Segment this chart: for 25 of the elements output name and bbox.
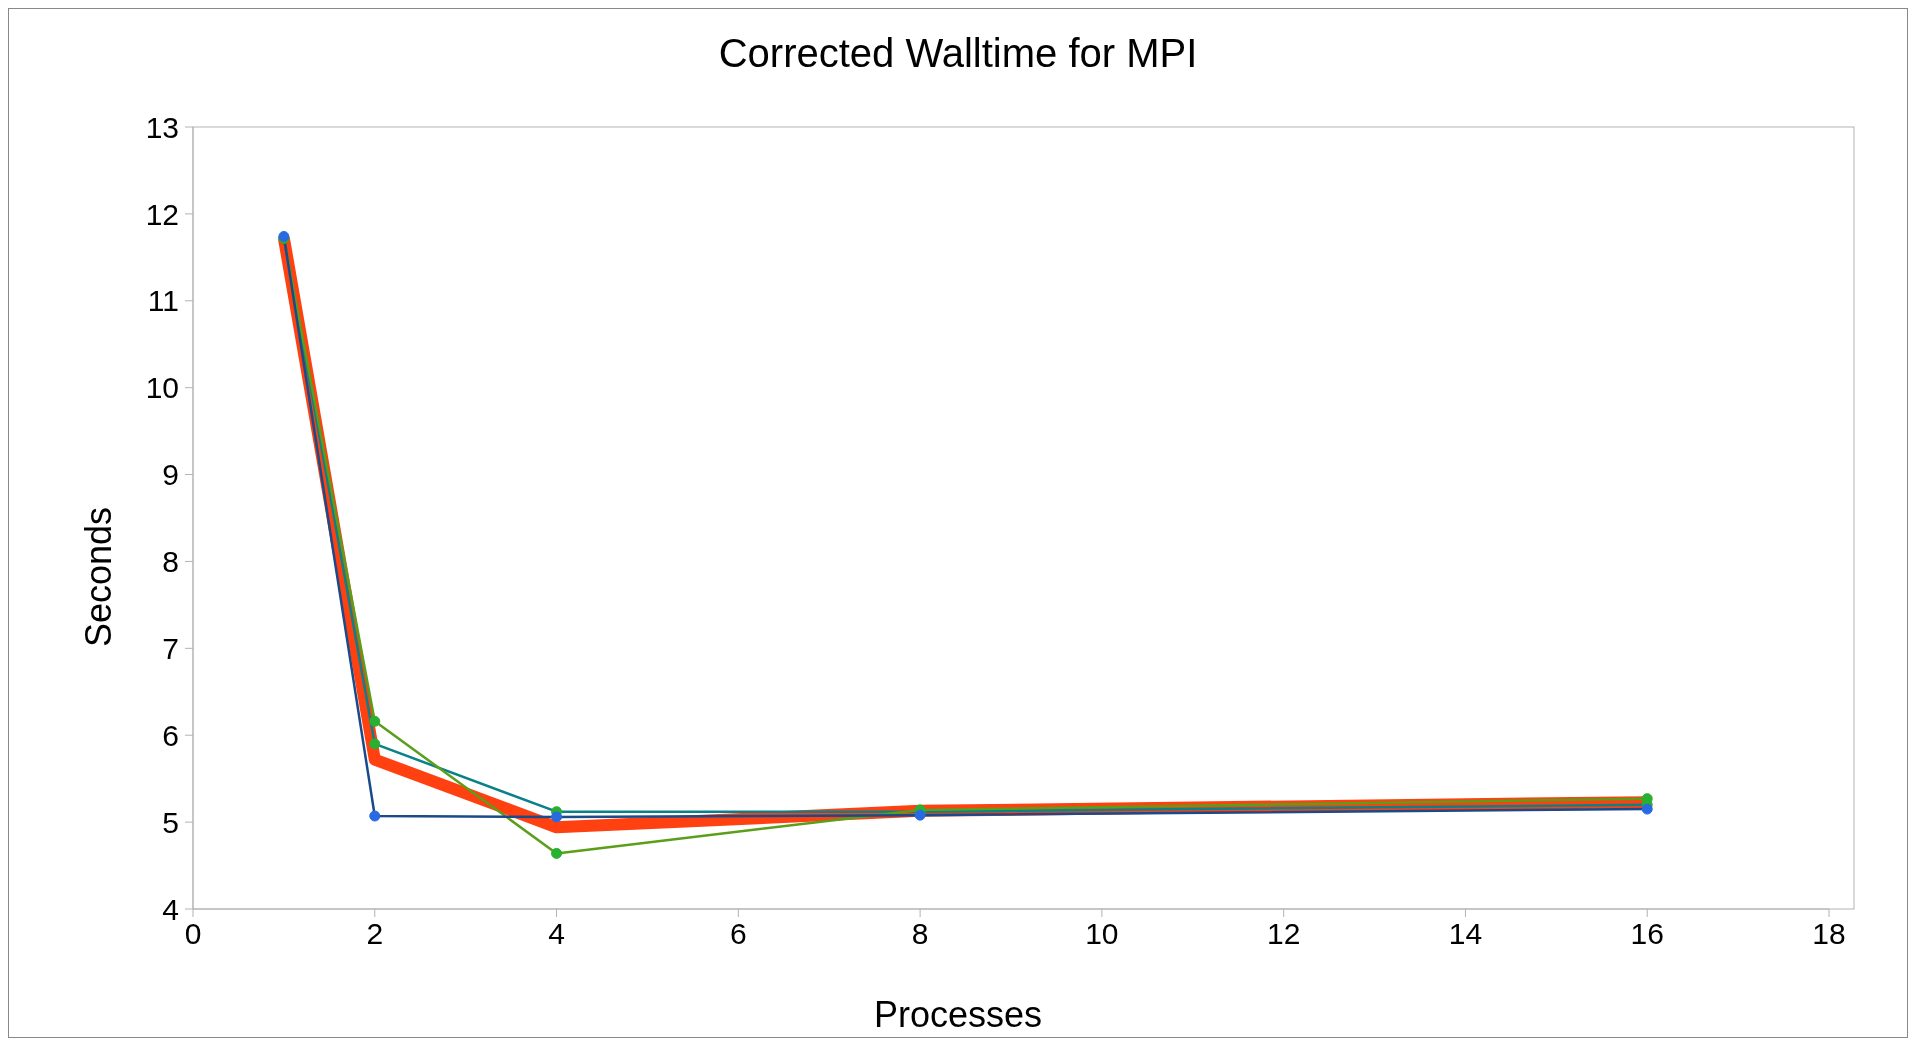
point xyxy=(369,715,381,727)
y-tick-label: 8 xyxy=(162,545,179,579)
y-tick-label: 9 xyxy=(162,458,179,492)
x-axis-title: Processes xyxy=(872,994,1044,1036)
x-tick-label: 6 xyxy=(729,917,747,951)
x-tick-label: 12 xyxy=(1266,917,1301,951)
x-tick-label: 16 xyxy=(1630,917,1664,951)
y-tick-label: 6 xyxy=(162,718,179,752)
y-tick-label: 13 xyxy=(145,110,179,144)
x-tick-label: 10 xyxy=(1085,917,1119,951)
x-tick-label: 8 xyxy=(911,917,929,951)
x-tick-label: 18 xyxy=(1812,917,1846,951)
x-tick-label: 2 xyxy=(366,917,384,951)
y-tick-label: 4 xyxy=(162,892,179,926)
x-tick-label: 4 xyxy=(548,917,565,951)
y-tick-label: 11 xyxy=(147,284,179,318)
y-axis-title: Seconds xyxy=(78,506,121,648)
y-tick-label: 5 xyxy=(162,805,179,839)
point xyxy=(551,847,563,859)
y-tick-label: 12 xyxy=(145,197,179,231)
chart-title: Corrected Walltime for MPI xyxy=(717,31,1199,76)
y-tick-label: 7 xyxy=(162,631,179,665)
x-tick-label: 0 xyxy=(184,917,202,951)
y-tick-label: 10 xyxy=(145,371,179,405)
x-tick-label: 14 xyxy=(1448,917,1483,951)
